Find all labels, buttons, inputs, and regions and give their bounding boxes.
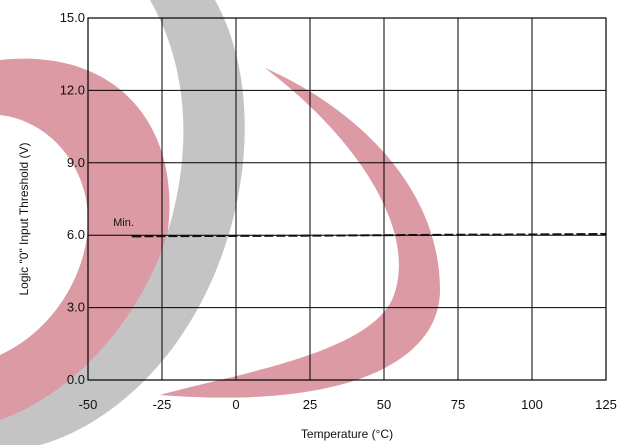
plot-frame [87, 17, 607, 381]
series-point [531, 233, 533, 236]
watermark-gray-arc [0, 0, 245, 445]
y-axis-ticks: 0.0 3.0 6.0 9.0 12.0 15.0 [60, 10, 85, 387]
y-tick-label: 0.0 [67, 372, 85, 387]
series-point [235, 235, 237, 237]
y-tick-label: 6.0 [67, 227, 85, 242]
series-point [383, 234, 385, 236]
x-axis-label: Temperature (°C) [301, 427, 393, 441]
x-tick-label: -25 [153, 397, 172, 412]
y-tick-label: 12.0 [60, 82, 85, 97]
x-tick-label: 75 [451, 397, 465, 412]
y-tick-label: 3.0 [67, 300, 85, 315]
x-axis-ticks: -50 -25 0 25 50 75 100 125 [79, 397, 617, 412]
watermark-right-sweep [160, 68, 440, 398]
watermark-logo [0, 0, 440, 445]
series-layer [131, 232, 607, 238]
series-point [309, 234, 311, 237]
x-tick-label: 50 [377, 397, 391, 412]
series-point [605, 233, 607, 235]
series-point [457, 233, 459, 236]
y-axis-label: Logic "0" Input Threshold (V) [17, 142, 31, 295]
series-point [131, 235, 134, 238]
min-annotation: Min. [113, 217, 134, 229]
y-tick-label: 9.0 [67, 155, 85, 170]
x-tick-label: 125 [595, 397, 617, 412]
x-tick-label: -50 [79, 397, 98, 412]
series-line-min [132, 232, 607, 238]
y-tick-label: 15.0 [60, 10, 85, 25]
x-tick-label: 100 [521, 397, 543, 412]
x-tick-label: 0 [232, 397, 239, 412]
series-point [161, 235, 163, 237]
x-tick-label: 25 [303, 397, 317, 412]
